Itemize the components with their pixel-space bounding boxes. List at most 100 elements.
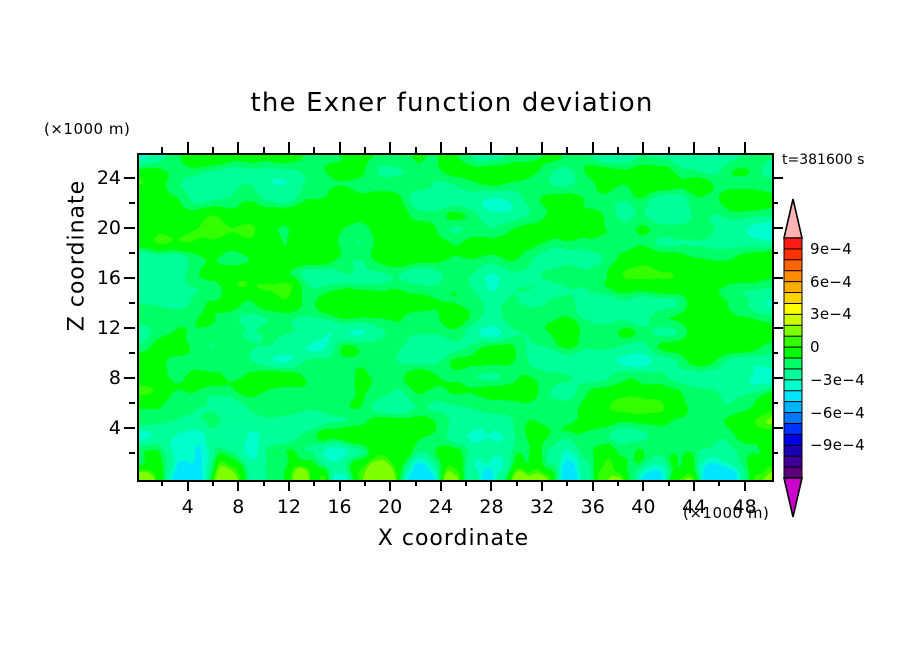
x-tick-label: 4	[181, 496, 194, 518]
y-tick-right	[772, 402, 778, 404]
x-tick	[743, 480, 746, 491]
x-tick-top	[287, 142, 290, 153]
y-tick	[129, 402, 135, 404]
y-tick-label: 12	[96, 317, 121, 339]
y-tick-right	[772, 427, 783, 429]
x-axis-title: X coordinate	[377, 526, 530, 551]
x-tick-top	[591, 142, 594, 153]
x-tick	[566, 480, 569, 486]
x-tick-label: 48	[732, 496, 757, 518]
x-tick-label: 28	[479, 496, 504, 518]
x-tick-label: 16	[327, 496, 352, 518]
x-tick-top	[338, 142, 341, 153]
y-tick-right	[772, 227, 783, 229]
y-tick	[124, 327, 135, 329]
contour-field	[139, 155, 772, 480]
x-tick	[693, 480, 696, 491]
x-tick	[414, 480, 417, 486]
x-tick-label: 32	[530, 496, 555, 518]
y-tick-label: 4	[108, 417, 121, 439]
y-tick	[129, 352, 135, 354]
x-tick	[363, 480, 366, 486]
y-tick-label: 8	[108, 367, 121, 389]
x-tick-top	[617, 147, 620, 153]
x-tick-top	[465, 147, 468, 153]
x-tick	[465, 480, 468, 486]
colorbar-tick-label: −6e−4	[810, 403, 865, 422]
x-tick-label: 40	[631, 496, 656, 518]
x-tick-top	[642, 142, 645, 153]
y-tick	[129, 252, 135, 254]
x-tick-label: 8	[232, 496, 245, 518]
x-tick-top	[718, 147, 721, 153]
contour-plot-area	[137, 153, 774, 482]
colorbar-tick-label: 3e−4	[810, 305, 853, 324]
colorbar-tick-label: −3e−4	[810, 370, 865, 389]
x-tick-top	[439, 142, 442, 153]
x-tick	[591, 480, 594, 491]
y-tick-right	[772, 452, 778, 454]
x-tick-top	[743, 142, 746, 153]
x-tick-top	[262, 147, 265, 153]
y-tick-right	[772, 377, 783, 379]
x-tick-label: 12	[276, 496, 301, 518]
x-tick-top	[515, 147, 518, 153]
timestamp-annotation: t=381600 s	[782, 152, 865, 168]
y-tick-label: 16	[96, 267, 121, 289]
x-tick	[262, 480, 265, 486]
y-tick-right	[772, 302, 778, 304]
x-tick-top	[313, 147, 316, 153]
x-tick	[389, 480, 392, 491]
x-tick	[287, 480, 290, 491]
y-tick	[124, 227, 135, 229]
colorbar-tick-label: 6e−4	[810, 272, 853, 291]
x-tick	[237, 480, 240, 491]
x-tick-top	[490, 142, 493, 153]
colorbar	[776, 198, 810, 518]
x-tick-top	[389, 142, 392, 153]
y-tick	[129, 452, 135, 454]
x-tick	[667, 480, 670, 486]
y-tick	[129, 302, 135, 304]
x-tick	[338, 480, 341, 491]
x-tick	[313, 480, 316, 486]
y-axis-unit-label: (×1000 m)	[44, 120, 131, 138]
colorbar-tick-label: −9e−4	[810, 436, 865, 455]
y-tick-right	[772, 252, 778, 254]
x-tick-label: 20	[378, 496, 403, 518]
page-title: the Exner function deviation	[250, 88, 654, 118]
x-tick	[617, 480, 620, 486]
x-tick	[718, 480, 721, 486]
x-tick-top	[161, 147, 164, 153]
x-tick-top	[211, 147, 214, 153]
y-tick-label: 20	[96, 217, 121, 239]
y-tick-right	[772, 352, 778, 354]
x-tick	[161, 480, 164, 486]
y-tick	[124, 427, 135, 429]
x-tick-top	[363, 147, 366, 153]
x-axis-unit-label: (×1000 m)	[683, 504, 770, 522]
x-tick-top	[541, 142, 544, 153]
x-tick	[211, 480, 214, 486]
y-tick	[124, 277, 135, 279]
x-tick	[490, 480, 493, 491]
y-tick-label: 24	[96, 167, 121, 189]
x-tick-label: 24	[428, 496, 453, 518]
x-tick-label: 36	[580, 496, 605, 518]
x-tick-label: 44	[681, 496, 707, 518]
x-tick	[439, 480, 442, 491]
x-tick-top	[186, 142, 189, 153]
y-tick-right	[772, 277, 783, 279]
x-tick-top	[566, 147, 569, 153]
x-tick	[541, 480, 544, 491]
x-tick-top	[667, 147, 670, 153]
y-tick-right	[772, 177, 783, 179]
y-tick	[129, 202, 135, 204]
colorbar-tick-label: 9e−4	[810, 239, 853, 258]
y-tick-right	[772, 327, 783, 329]
x-tick	[186, 480, 189, 491]
y-tick	[124, 377, 135, 379]
y-axis-title: Z coordinate	[64, 179, 90, 332]
x-tick-top	[414, 147, 417, 153]
